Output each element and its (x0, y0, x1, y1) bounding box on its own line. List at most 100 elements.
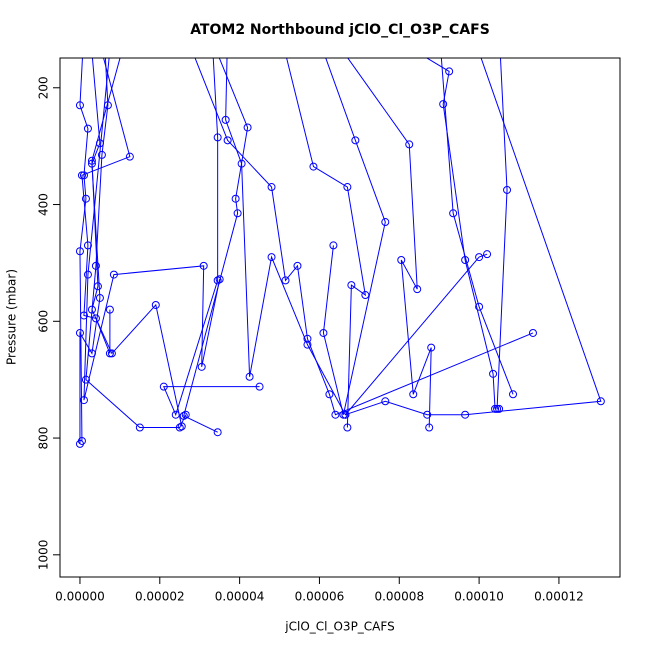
point (449, 209, 458, 218)
point (281, 276, 290, 285)
point (233, 209, 242, 218)
point (109, 270, 118, 279)
point (95, 293, 104, 302)
point (303, 340, 312, 349)
line (425, 58, 496, 409)
point (75, 247, 84, 256)
point (81, 194, 90, 203)
point (221, 115, 230, 124)
x-tick-label: 0.00012 (534, 590, 584, 604)
point (475, 253, 484, 262)
point (105, 305, 114, 314)
line (225, 58, 488, 416)
line (286, 58, 367, 428)
point (87, 159, 96, 168)
point (461, 410, 470, 419)
point (83, 124, 92, 133)
plot-frame (59, 57, 621, 578)
point (409, 390, 418, 399)
point (493, 404, 502, 413)
point (489, 369, 498, 378)
point (97, 150, 106, 159)
point (75, 101, 84, 110)
point (596, 397, 605, 406)
point (309, 162, 318, 171)
x-tick-label: 0.00010 (454, 590, 504, 604)
x-tick-label: 0.00006 (295, 590, 345, 604)
point (413, 285, 422, 294)
point (331, 410, 340, 419)
point (423, 410, 432, 419)
point (267, 253, 276, 262)
point (243, 123, 252, 132)
line (79, 58, 101, 444)
line (83, 58, 221, 401)
point (293, 261, 302, 270)
line (322, 58, 386, 415)
point (223, 136, 232, 145)
point (397, 255, 406, 264)
point (405, 140, 414, 149)
line (183, 58, 249, 433)
point (175, 423, 184, 432)
point (381, 397, 390, 406)
x-tick-label: 0.00000 (55, 590, 105, 604)
line (440, 58, 514, 395)
line (496, 58, 508, 410)
point (351, 136, 360, 145)
point (231, 194, 240, 203)
line (91, 58, 183, 427)
point (159, 382, 168, 391)
point (509, 390, 518, 399)
line (85, 58, 187, 429)
line (194, 58, 534, 416)
plot-area (75, 58, 605, 448)
point (75, 328, 84, 337)
point (495, 404, 504, 413)
point (329, 241, 338, 250)
point (425, 423, 434, 432)
point (107, 349, 116, 358)
point (151, 300, 160, 309)
y-tick-label: 200 (37, 76, 51, 99)
point (91, 314, 100, 323)
point (483, 250, 492, 259)
point (199, 261, 208, 270)
point (125, 152, 134, 161)
line (347, 58, 432, 428)
point (87, 305, 96, 314)
point (213, 428, 222, 437)
point (197, 362, 206, 371)
point (177, 422, 186, 431)
point (445, 67, 454, 76)
point (361, 291, 370, 300)
point (341, 410, 350, 419)
point (83, 241, 92, 250)
point (381, 218, 390, 227)
x-tick-label: 0.00004 (215, 590, 265, 604)
point (105, 349, 114, 358)
y-axis-label: Pressure (mbar) (5, 269, 19, 365)
point (79, 396, 88, 405)
point (79, 171, 88, 180)
point (213, 133, 222, 142)
point (347, 281, 356, 290)
point (75, 439, 84, 448)
y-tick-label: 400 (37, 193, 51, 216)
y-tick-label: 600 (37, 310, 51, 333)
line (81, 58, 131, 354)
y-tick-label: 1000 (37, 540, 51, 571)
point (77, 171, 86, 180)
line (345, 58, 602, 416)
point (325, 390, 334, 399)
point (427, 343, 436, 352)
point (95, 139, 104, 148)
point (319, 328, 328, 337)
x-tick-label: 0.00008 (374, 590, 424, 604)
chart-title: ATOM2 Northbound jClO_Cl_O3P_CAFS (190, 22, 490, 38)
y-tick-label: 800 (37, 427, 51, 450)
point (135, 423, 144, 432)
point (303, 334, 312, 343)
